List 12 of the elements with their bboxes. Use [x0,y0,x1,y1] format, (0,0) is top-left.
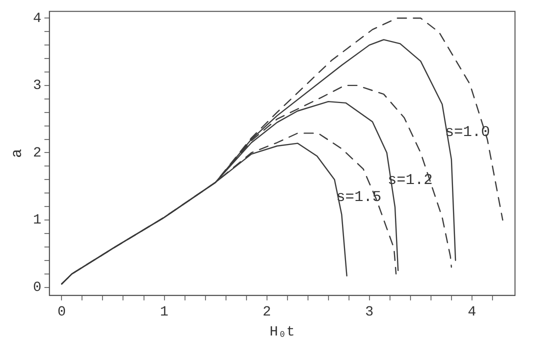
x-tick-label: 3 [365,304,374,321]
x-tick-label: 0 [58,304,66,321]
y-tick-label: 2 [32,145,42,162]
y-tick-label: 4 [32,10,42,27]
x-tick-label: 1 [160,304,168,321]
y-tick-label: 0 [32,280,42,296]
y-tick-label: 1 [32,212,42,229]
x-tick-label: 2 [262,304,272,321]
y-axis-title: a [8,148,26,158]
y-tick-label: 3 [32,78,42,94]
x-tick-label: 4 [468,304,476,321]
x-axis-title: H₀t [270,324,295,340]
